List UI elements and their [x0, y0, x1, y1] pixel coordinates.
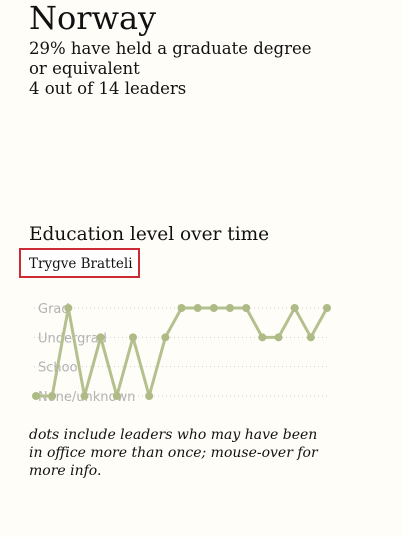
education-line-chart: None/unknownSchoolUndergradGrad	[32, 302, 331, 405]
leader-tooltip: Trygve Bratteli	[19, 248, 140, 278]
leader-dot-10[interactable]	[177, 304, 186, 312]
chart-series-dots[interactable]	[32, 304, 331, 400]
leader-dot-4[interactable]	[80, 392, 89, 400]
leader-dot-19[interactable]	[323, 304, 331, 312]
leader-name: Trygve Bratteli	[29, 256, 133, 272]
leader-dot-2[interactable]	[48, 392, 57, 400]
leader-dot-1[interactable]	[32, 392, 40, 400]
summary-stat-count: 4 out of 14 leaders	[29, 79, 187, 98]
leader-dot-14[interactable]	[242, 304, 251, 312]
y-label-grad: Grad	[38, 302, 70, 317]
y-label-school: School	[38, 361, 81, 376]
summary-text: 29% have held a graduate degree or equiv…	[29, 39, 369, 99]
leader-dot-17[interactable]	[290, 304, 299, 312]
leader-dot-15[interactable]	[258, 333, 267, 342]
chart-section-title: Education level over time	[29, 224, 270, 245]
education-series-line	[34, 306, 329, 398]
leader-dot-7[interactable]	[129, 333, 137, 342]
chart-footnote: dots include leaders who may have been i…	[29, 427, 318, 479]
leader-dot-13[interactable]	[226, 304, 234, 312]
summary-stat-qualifier: or equivalent	[29, 59, 140, 78]
chart-category-labels: None/unknownSchoolUndergradGrad	[38, 302, 135, 405]
summary-stat-percent: 29% have held a graduate degree	[29, 39, 312, 58]
leader-dot-18[interactable]	[306, 333, 315, 342]
leader-dot-11[interactable]	[193, 304, 202, 312]
leader-dot-16[interactable]	[274, 333, 283, 342]
leader-dot-3[interactable]	[64, 304, 73, 312]
leader-dot-6[interactable]	[112, 392, 121, 400]
leader-dot-8[interactable]	[145, 392, 154, 400]
y-label-undergrad: Undergrad	[38, 331, 107, 346]
leader-dot-9[interactable]	[161, 333, 170, 342]
chart-gridlines	[34, 307, 327, 397]
leader-dot-5[interactable]	[96, 333, 105, 342]
leader-dot-12[interactable]	[209, 304, 218, 312]
country-title: Norway	[29, 0, 157, 37]
chart-series-line	[34, 306, 329, 398]
